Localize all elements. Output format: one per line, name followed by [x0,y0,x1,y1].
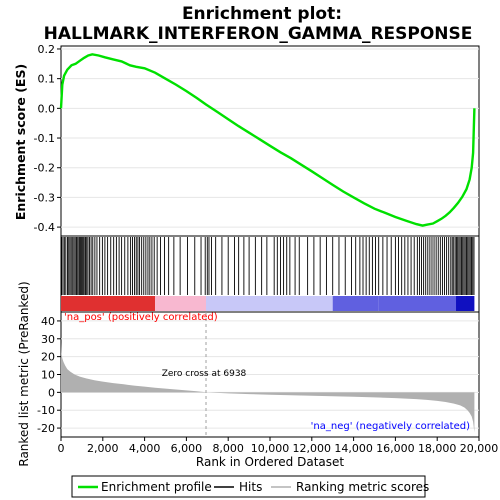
es-y-axis-label: Enrichment score (ES) [13,64,28,220]
legend-label-ranking: Ranking metric scores [296,480,429,494]
chart-title-line-1: Enrichment plot: [182,4,342,24]
es-y-tick-label: -0.3 [34,191,55,204]
metric-y-tick-label: 10 [41,369,55,382]
color-bar-segment [456,296,475,311]
ranking-color-bar [61,296,475,311]
x-tick-label: 6,000 [171,442,203,455]
es-y-axis: 0.2 0.1 0.0 -0.1 -0.2 -0.3 -0.4 [34,43,61,234]
rank-x-axis: 0 2,000 4,000 6,000 8,000 10,000 12,000 14,000 1… [58,437,499,455]
color-bar-segment [155,296,207,311]
x-tick-label: 12,000 [293,442,332,455]
metric-y-axis-label: Ranked list metric (PreRanked) [17,281,31,466]
x-tick-label: 2,000 [87,442,119,455]
es-y-tick-label: 0.2 [38,43,56,56]
es-gridlines [61,48,479,228]
hit-markers [61,237,475,295]
chart-title-line-2: HALLMARK_INTERFERON_GAMMA_RESPONSE [44,24,473,44]
legend-box [71,475,426,498]
x-tick-label: 18,000 [418,442,457,455]
metric-y-tick-label: 20 [41,351,55,364]
es-y-tick-label: 0.1 [38,73,56,86]
legend-label-enrichment: Enrichment profile [101,480,212,494]
zero-cross-label: Zero cross at 6938 [162,369,247,379]
color-bar-segment [206,296,333,311]
color-bar-segment [378,296,457,311]
metric-y-tick-label: -10 [37,404,55,417]
es-y-tick-label: -0.2 [34,162,55,175]
x-tick-label: 0 [58,442,65,455]
color-bar-segment [332,296,379,311]
metric-y-tick-label: -20 [37,422,55,435]
x-tick-label: 4,000 [129,442,161,455]
rank-x-axis-label: Rank in Ordered Dataset [196,455,344,469]
neg-correlated-label: 'na_neg' (negatively correlated) [311,421,470,432]
ranking-metric-area [61,342,475,433]
color-bar-segment [61,296,156,311]
es-y-tick-label: 0.0 [38,102,56,115]
x-tick-label: 16,000 [376,442,415,455]
x-tick-label: 10,000 [251,442,290,455]
es-y-tick-label: -0.1 [34,132,55,145]
es-y-tick-label: -0.4 [34,221,55,234]
legend-label-hits: Hits [239,480,262,494]
metric-y-tick-label: 40 [41,315,55,328]
metric-y-axis: 40 30 20 10 0 -10 -20 [37,315,61,435]
metric-y-tick-label: 30 [41,333,55,346]
enrichment-profile-line [59,53,476,227]
x-tick-label: 14,000 [334,442,373,455]
pos-correlated-label: 'na_pos' (positively correlated) [64,312,218,323]
metric-y-tick-label: 0 [48,386,55,399]
es-plot-frame [60,45,480,237]
x-tick-label: 20,000 [460,442,499,455]
x-tick-label: 8,000 [212,442,244,455]
